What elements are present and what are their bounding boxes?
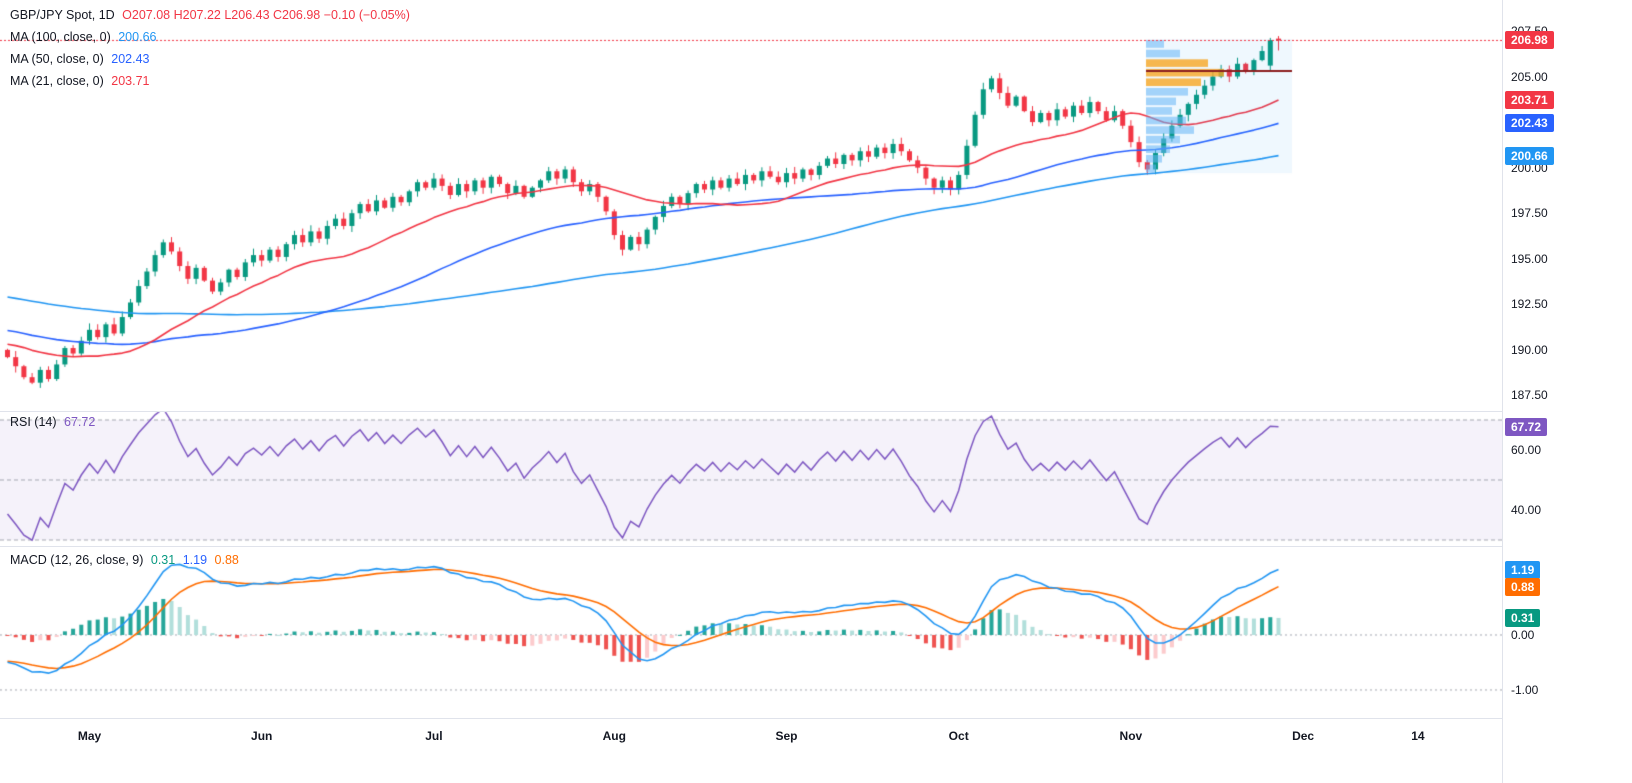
time-tick-label: Aug <box>602 729 626 743</box>
price-legend[interactable]: GBP/JPY Spot, 1D O207.08 H207.22 L206.43… <box>10 4 414 92</box>
time-tick-label: Jul <box>425 729 443 743</box>
macd-label: MACD (12, 26, close, 9) <box>10 553 144 567</box>
macd-legend[interactable]: MACD (12, 26, close, 9) 0.31 1.19 0.88 <box>10 553 243 567</box>
macd-badge: 1.19 <box>1505 560 1541 579</box>
rsi-label: RSI (14) <box>10 415 57 429</box>
ma21-legend-row[interactable]: MA (21, close, 0) 203.71 <box>10 70 414 92</box>
symbol-title[interactable]: GBP/JPY Spot, 1D <box>10 8 115 22</box>
ma100-label: MA (100, close, 0) <box>10 30 111 44</box>
price-badge: 203.71 <box>1505 91 1554 110</box>
time-tick-label: Dec <box>1292 729 1315 743</box>
time-tick-label: Oct <box>948 729 969 743</box>
macd-badge: 0.31 <box>1505 608 1541 627</box>
time-tick-label: Sep <box>775 729 798 743</box>
rsi-badge: 67.72 <box>1505 417 1548 436</box>
ma100-legend-row[interactable]: MA (100, close, 0) 200.66 <box>10 26 414 48</box>
time-tick-label: Nov <box>1119 729 1143 743</box>
chart-canvas[interactable] <box>0 0 1502 718</box>
price-tick-label: 192.50 <box>1511 297 1548 312</box>
symbol-row[interactable]: GBP/JPY Spot, 1D O207.08 H207.22 L206.43… <box>10 4 414 26</box>
macd-hist-value: 0.31 <box>150 553 176 567</box>
rsi-legend[interactable]: RSI (14) 67.72 <box>10 415 99 429</box>
ohlc-values: O207.08 H207.22 L206.43 C206.98 −0.10 (−… <box>122 8 410 22</box>
time-axis[interactable]: May Jun Jul Aug Sep Oct Nov Dec 14 <box>0 718 1502 783</box>
price-axis[interactable]: 207.50205.00200.00197.50195.00192.50190.… <box>1502 0 1632 783</box>
ma21-value: 203.71 <box>111 74 150 88</box>
price-tick-label: 205.00 <box>1511 69 1548 84</box>
ma50-legend-row[interactable]: MA (50, close, 0) 202.43 <box>10 48 414 70</box>
rsi-tick-label: 60.00 <box>1511 443 1542 457</box>
ma100-value: 200.66 <box>118 30 157 44</box>
price-tick-label: 195.00 <box>1511 251 1548 266</box>
macd-tick-label: -1.00 <box>1511 682 1539 697</box>
macd-signal-value: 0.88 <box>214 553 239 567</box>
price-badge: 200.66 <box>1505 146 1554 165</box>
pane-separator-rsi[interactable] <box>0 411 1632 412</box>
price-badge: 202.43 <box>1505 114 1554 133</box>
price-tick-label: 197.50 <box>1511 206 1548 221</box>
time-tick-label: Jun <box>251 729 273 743</box>
price-badge: 206.98 <box>1505 31 1554 50</box>
ma21-label: MA (21, close, 0) <box>10 74 104 88</box>
macd-line-value: 1.19 <box>182 553 208 567</box>
macd-badge: 0.88 <box>1505 577 1541 596</box>
rsi-value: 67.72 <box>64 415 96 429</box>
pane-separator-macd[interactable] <box>0 546 1632 547</box>
ma50-label: MA (50, close, 0) <box>10 52 104 66</box>
price-tick-label: 187.50 <box>1511 388 1548 403</box>
rsi-tick-label: 40.00 <box>1511 502 1542 517</box>
time-tick-label: May <box>77 729 102 743</box>
time-tick-label: 14 <box>1411 729 1425 743</box>
macd-tick-label: 0.00 <box>1511 627 1535 642</box>
price-tick-label: 190.00 <box>1511 342 1548 357</box>
ma50-value: 202.43 <box>111 52 150 66</box>
